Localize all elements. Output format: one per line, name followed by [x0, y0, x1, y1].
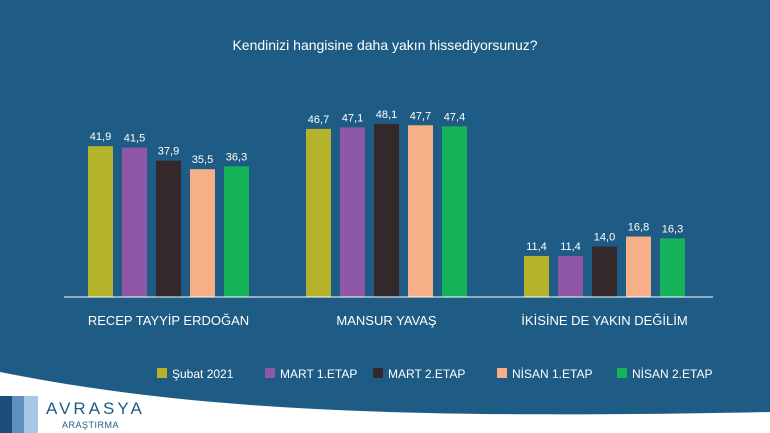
bar-3-group-1	[156, 160, 181, 297]
bar-5-group-2	[442, 126, 467, 297]
chart-title: Kendinizi hangisine daha yakın hissediyo…	[232, 37, 537, 53]
legend-swatch-4	[497, 368, 507, 378]
data-label-2-group-3: 11,4	[560, 241, 581, 253]
category-label-1: RECEP TAYYİP ERDOĞAN	[88, 313, 249, 328]
bar-1-group-1	[88, 146, 113, 297]
data-label-2-group-1: 41,5	[124, 133, 145, 145]
footer-wave	[0, 372, 770, 433]
bar-4-group-2	[408, 125, 433, 297]
category-label-3: İKİSİNE DE YAKIN DEĞİLİM	[521, 313, 687, 328]
bar-groups: 41,9 41,5 37,9 35,5 36,3 46,7 47,1 48,1 47,7 47,4…	[88, 109, 685, 297]
legend-swatch-3	[373, 368, 383, 378]
data-label-3-group-2: 48,1	[376, 109, 397, 121]
bar-1-group-3	[524, 255, 549, 297]
data-label-4-group-2: 47,7	[410, 110, 431, 122]
data-label-4-group-1: 35,5	[192, 154, 213, 166]
legend-swatch-2	[265, 368, 275, 378]
legend-label-3: MART 2.ETAP	[388, 367, 465, 381]
data-label-5-group-3: 16,3	[662, 223, 683, 235]
data-label-4-group-3: 16,8	[628, 222, 649, 234]
data-label-3-group-3: 14,0	[594, 232, 615, 244]
data-label-1-group-2: 46,7	[308, 114, 329, 126]
legend-label-2: MART 1.ETAP	[280, 367, 357, 381]
legend-swatch-1	[157, 368, 167, 378]
bar-5-group-3	[660, 238, 685, 297]
bar-2-group-1	[122, 147, 147, 297]
bar-5-group-1	[224, 166, 249, 297]
data-label-1-group-3: 11,4	[526, 241, 547, 253]
category-labels: RECEP TAYYİP ERDOĞAN MANSUR YAVAŞ İKİSİNE …	[88, 313, 688, 328]
data-label-2-group-2: 47,1	[342, 112, 363, 124]
bar-4-group-1	[190, 169, 215, 297]
category-label-2: MANSUR YAVAŞ	[336, 313, 437, 328]
avrasya-logo: AVRASYA ARAŞTIRMA	[0, 396, 145, 433]
data-label-1-group-1: 41,9	[90, 131, 111, 143]
data-label-5-group-2: 47,4	[444, 111, 465, 123]
data-label-3-group-1: 37,9	[158, 146, 179, 158]
bar-3-group-3	[592, 246, 617, 297]
bar-2-group-2	[340, 127, 365, 297]
logo-stripe-3	[24, 396, 38, 433]
legend-label-1: Şubat 2021	[172, 367, 234, 381]
logo-stripe-1	[0, 396, 12, 433]
legend-swatch-5	[617, 368, 627, 378]
logo-name: AVRASYA	[46, 399, 145, 418]
data-label-5-group-1: 36,3	[226, 151, 247, 163]
legend: Şubat 2021 MART 1.ETAP MART 2.ETAP NİSAN 1.…	[157, 367, 712, 381]
bar-1-group-2	[306, 128, 331, 297]
bar-4-group-3	[626, 236, 651, 297]
bar-2-group-3	[558, 255, 583, 297]
logo-subtitle: ARAŞTIRMA	[62, 420, 119, 430]
logo-stripe-2	[12, 396, 24, 433]
legend-label-5: NİSAN 2.ETAP	[632, 367, 712, 381]
legend-label-4: NİSAN 1.ETAP	[512, 367, 592, 381]
bar-3-group-2	[374, 123, 399, 297]
